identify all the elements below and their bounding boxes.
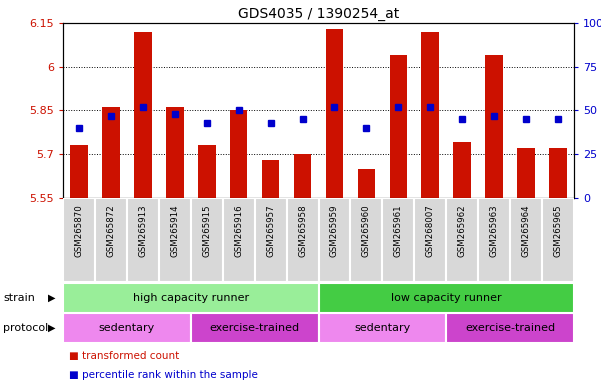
Text: protocol: protocol [3,323,48,333]
Bar [159,198,191,282]
Text: GSM265960: GSM265960 [362,205,371,257]
Text: GSM265957: GSM265957 [266,205,275,257]
Text: exercise-trained: exercise-trained [210,323,300,333]
Text: GSM265916: GSM265916 [234,205,243,257]
Bar [166,108,184,198]
Text: strain: strain [3,293,35,303]
Text: high capacity runner: high capacity runner [133,293,249,303]
Text: GSM265963: GSM265963 [490,205,499,257]
Bar [350,198,382,282]
Bar [389,55,407,198]
Bar [63,283,319,313]
Text: GSM265870: GSM265870 [75,205,84,257]
Bar [549,148,567,198]
Bar [326,29,343,198]
Bar [319,283,574,313]
Bar [414,198,446,282]
Bar [319,198,350,282]
Text: GSM265962: GSM265962 [458,205,467,257]
Text: ■ percentile rank within the sample: ■ percentile rank within the sample [69,370,258,380]
Bar [255,198,287,282]
Bar [319,313,446,343]
Bar [486,55,503,198]
Bar [517,148,535,198]
Text: GSM268007: GSM268007 [426,205,435,257]
Bar [382,198,414,282]
Bar [294,154,311,198]
Text: GSM265913: GSM265913 [138,205,147,257]
Bar [63,198,95,282]
Bar [127,198,159,282]
Bar [191,198,223,282]
Text: ▶: ▶ [49,323,56,333]
Bar [230,111,248,198]
Bar [358,169,375,198]
Text: GSM265914: GSM265914 [170,205,179,257]
Bar [134,32,151,198]
Bar [478,198,510,282]
Text: ▶: ▶ [49,293,56,303]
Bar [510,198,542,282]
Bar [453,142,471,198]
Bar [542,198,574,282]
Bar [287,198,319,282]
Text: GSM265958: GSM265958 [298,205,307,257]
Title: GDS4035 / 1390254_at: GDS4035 / 1390254_at [238,7,399,21]
Text: GSM265872: GSM265872 [106,205,115,257]
Text: ■ transformed count: ■ transformed count [69,351,179,361]
Text: GSM265959: GSM265959 [330,205,339,257]
Bar [95,198,127,282]
Text: GSM265915: GSM265915 [203,205,212,257]
Text: GSM265964: GSM265964 [522,205,531,257]
Text: GSM265965: GSM265965 [554,205,563,257]
Bar [223,198,255,282]
Text: sedentary: sedentary [354,323,410,333]
Bar [446,198,478,282]
Bar [446,313,574,343]
Bar [102,108,120,198]
Bar [63,313,191,343]
Bar [191,313,319,343]
Text: exercise-trained: exercise-trained [465,323,555,333]
Text: sedentary: sedentary [99,323,155,333]
Text: GSM265961: GSM265961 [394,205,403,257]
Bar [198,145,216,198]
Text: low capacity runner: low capacity runner [391,293,502,303]
Bar [421,32,439,198]
Bar [262,160,279,198]
Bar [70,145,88,198]
